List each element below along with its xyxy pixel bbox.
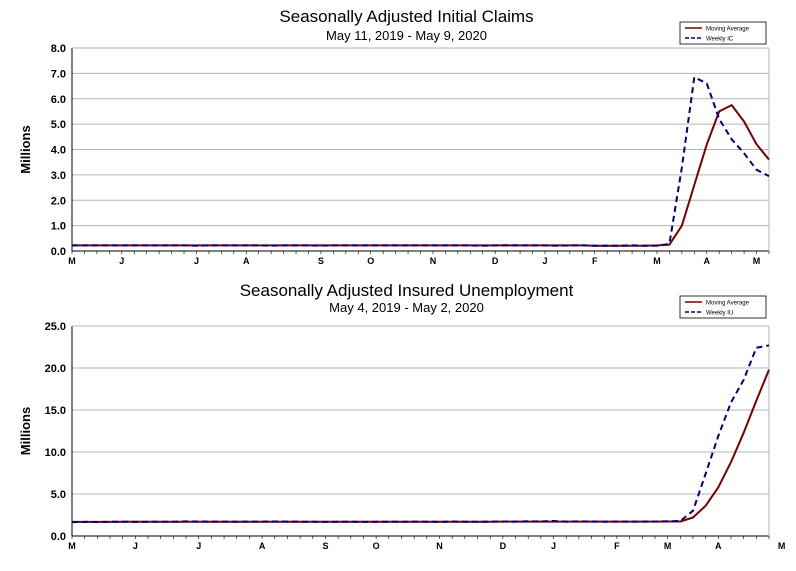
legend: Moving Average Weekly IC <box>679 21 767 45</box>
y-tick-label: 8.0 <box>51 43 66 55</box>
y-tick-label: 20.0 <box>45 363 66 375</box>
y-tick-label: 5.0 <box>51 119 66 131</box>
gridlines <box>72 47 769 227</box>
x-tick-label: J <box>194 256 199 266</box>
series-line-moving-average <box>72 369 770 523</box>
x-tick-label: M <box>68 541 76 551</box>
chart-title: Seasonally Adjusted Initial Claims <box>279 7 533 26</box>
y-tick-label: 2.0 <box>51 195 66 207</box>
legend-label: Moving Average <box>706 301 750 307</box>
y-tick-label: 25.0 <box>45 321 66 333</box>
x-tick-label: M <box>653 256 661 266</box>
x-tick-label: M <box>778 541 786 551</box>
y-tick-label: 1.0 <box>51 221 66 233</box>
x-tick-label: M <box>753 256 761 266</box>
x-tick-label: F <box>592 256 598 266</box>
y-tick-label: 4.0 <box>51 145 66 157</box>
legend: Moving Average Weekly IU <box>679 295 767 319</box>
x-tick-label: N <box>436 541 443 551</box>
x-tick-label: J <box>542 256 547 266</box>
y-tick-label: 10.0 <box>45 447 66 459</box>
x-tick-label: O <box>367 256 374 266</box>
x-tick-label: D <box>500 541 507 551</box>
series-line-moving-average <box>72 104 770 247</box>
x-tick-label: F <box>614 541 620 551</box>
x-tick-label: M <box>68 256 76 266</box>
series-line-weekly-ic <box>72 76 770 247</box>
x-tick-label: A <box>704 256 711 266</box>
y-axis-label: Millions <box>18 407 33 455</box>
y-tick-label: 6.0 <box>51 94 66 106</box>
x-tick-label: O <box>373 541 380 551</box>
gridlines <box>72 325 769 495</box>
x-tick-label: S <box>318 256 324 266</box>
legend-label: Moving Average <box>706 27 750 33</box>
chart-1: Seasonally Adjusted Initial Claims May 11… <box>18 7 770 266</box>
x-tick-label: J <box>119 256 124 266</box>
x-tick-label: A <box>243 256 250 266</box>
series-line-weekly-iu <box>71 344 770 524</box>
y-tick-label: 5.0 <box>51 489 66 501</box>
y-tick-label: 15.0 <box>45 405 66 417</box>
x-tick-label: M <box>664 541 672 551</box>
chart-title: Seasonally Adjusted Insured Unemployment <box>240 281 574 300</box>
legend-label: Weekly IC <box>706 37 734 43</box>
y-tick-label: 7.0 <box>51 68 66 80</box>
x-tick-label: J <box>196 541 201 551</box>
chart-subtitle: May 4, 2019 - May 2, 2020 <box>329 300 484 315</box>
x-tick-label: D <box>492 256 499 266</box>
y-axis-label: Millions <box>18 125 33 173</box>
x-tick-label: N <box>430 256 437 266</box>
y-tick-label: 0.0 <box>51 531 66 543</box>
chart-2: Seasonally Adjusted Insured Unemployment… <box>18 281 785 551</box>
x-tick-label: J <box>551 541 556 551</box>
x-tick-label: A <box>259 541 266 551</box>
legend-label: Weekly IU <box>706 311 733 317</box>
chart-subtitle: May 11, 2019 - May 9, 2020 <box>326 28 487 43</box>
y-tick-label: 3.0 <box>51 170 66 182</box>
x-minor-ticks <box>71 251 770 254</box>
x-tick-label: S <box>322 541 328 551</box>
x-minor-ticks <box>71 536 770 539</box>
y-tick-label: 0.0 <box>51 246 66 258</box>
x-tick-label: J <box>133 541 138 551</box>
x-tick-label: A <box>715 541 722 551</box>
